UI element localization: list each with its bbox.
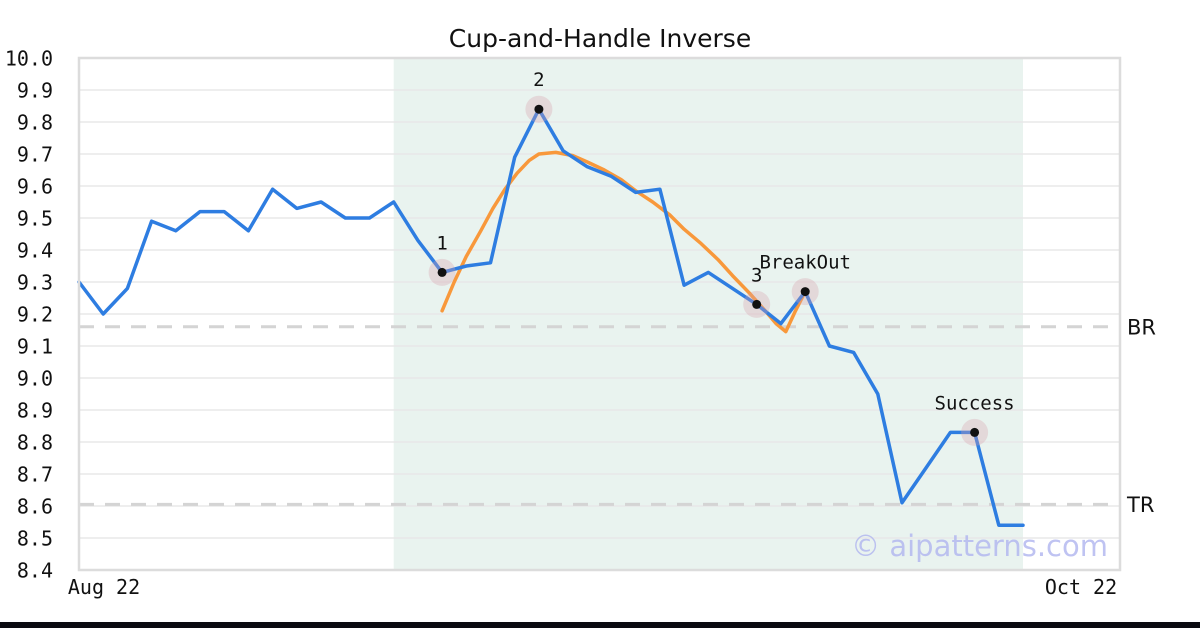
y-tick-label: 9.4 bbox=[17, 239, 53, 263]
marker-dot bbox=[437, 267, 447, 277]
y-tick-label: 9.2 bbox=[17, 303, 53, 327]
y-tick-label: 8.7 bbox=[17, 463, 53, 487]
marker-dot bbox=[970, 427, 980, 437]
y-tick-label: 8.8 bbox=[17, 431, 53, 455]
x-tick-label: Oct 22 bbox=[1045, 575, 1117, 599]
price-line bbox=[77, 107, 1025, 527]
y-tick-label: 9.5 bbox=[17, 207, 53, 231]
chart-title: Cup-and-Handle Inverse bbox=[448, 24, 752, 53]
annotation-label-2: 2 bbox=[533, 69, 544, 91]
x-tick-label: Aug 22 bbox=[68, 575, 140, 599]
bottom-accent-bar bbox=[0, 622, 1200, 628]
level-label-tr: TR bbox=[1126, 493, 1154, 517]
y-tick-label: 8.6 bbox=[17, 495, 53, 519]
y-tick-label: 9.1 bbox=[17, 335, 53, 359]
marker-dot bbox=[534, 104, 544, 114]
annotation-label-success: Success bbox=[935, 392, 1015, 414]
marker-dot bbox=[752, 299, 762, 309]
y-tick-label: 9.0 bbox=[17, 367, 53, 391]
y-tick-label: 8.9 bbox=[17, 399, 53, 423]
plot-border bbox=[77, 56, 1122, 572]
y-tick-label: 9.8 bbox=[17, 111, 53, 135]
y-tick-label: 9.9 bbox=[17, 79, 53, 103]
y-tick-label: 9.6 bbox=[17, 175, 53, 199]
y-tick-label: 9.7 bbox=[17, 143, 53, 167]
marker-dot bbox=[800, 287, 810, 297]
y-tick-label: 9.3 bbox=[17, 271, 53, 295]
annotation-label-breakout: BreakOut bbox=[759, 252, 851, 274]
y-tick-label: 8.4 bbox=[17, 559, 53, 583]
annotation-label-3: 3 bbox=[751, 264, 762, 286]
watermark: © aipatterns.com bbox=[851, 529, 1108, 563]
y-tick-label: 10.0 bbox=[5, 47, 53, 71]
y-tick-label: 8.5 bbox=[17, 527, 53, 551]
annotation-label-1: 1 bbox=[436, 232, 447, 254]
level-label-br: BR bbox=[1127, 315, 1156, 339]
